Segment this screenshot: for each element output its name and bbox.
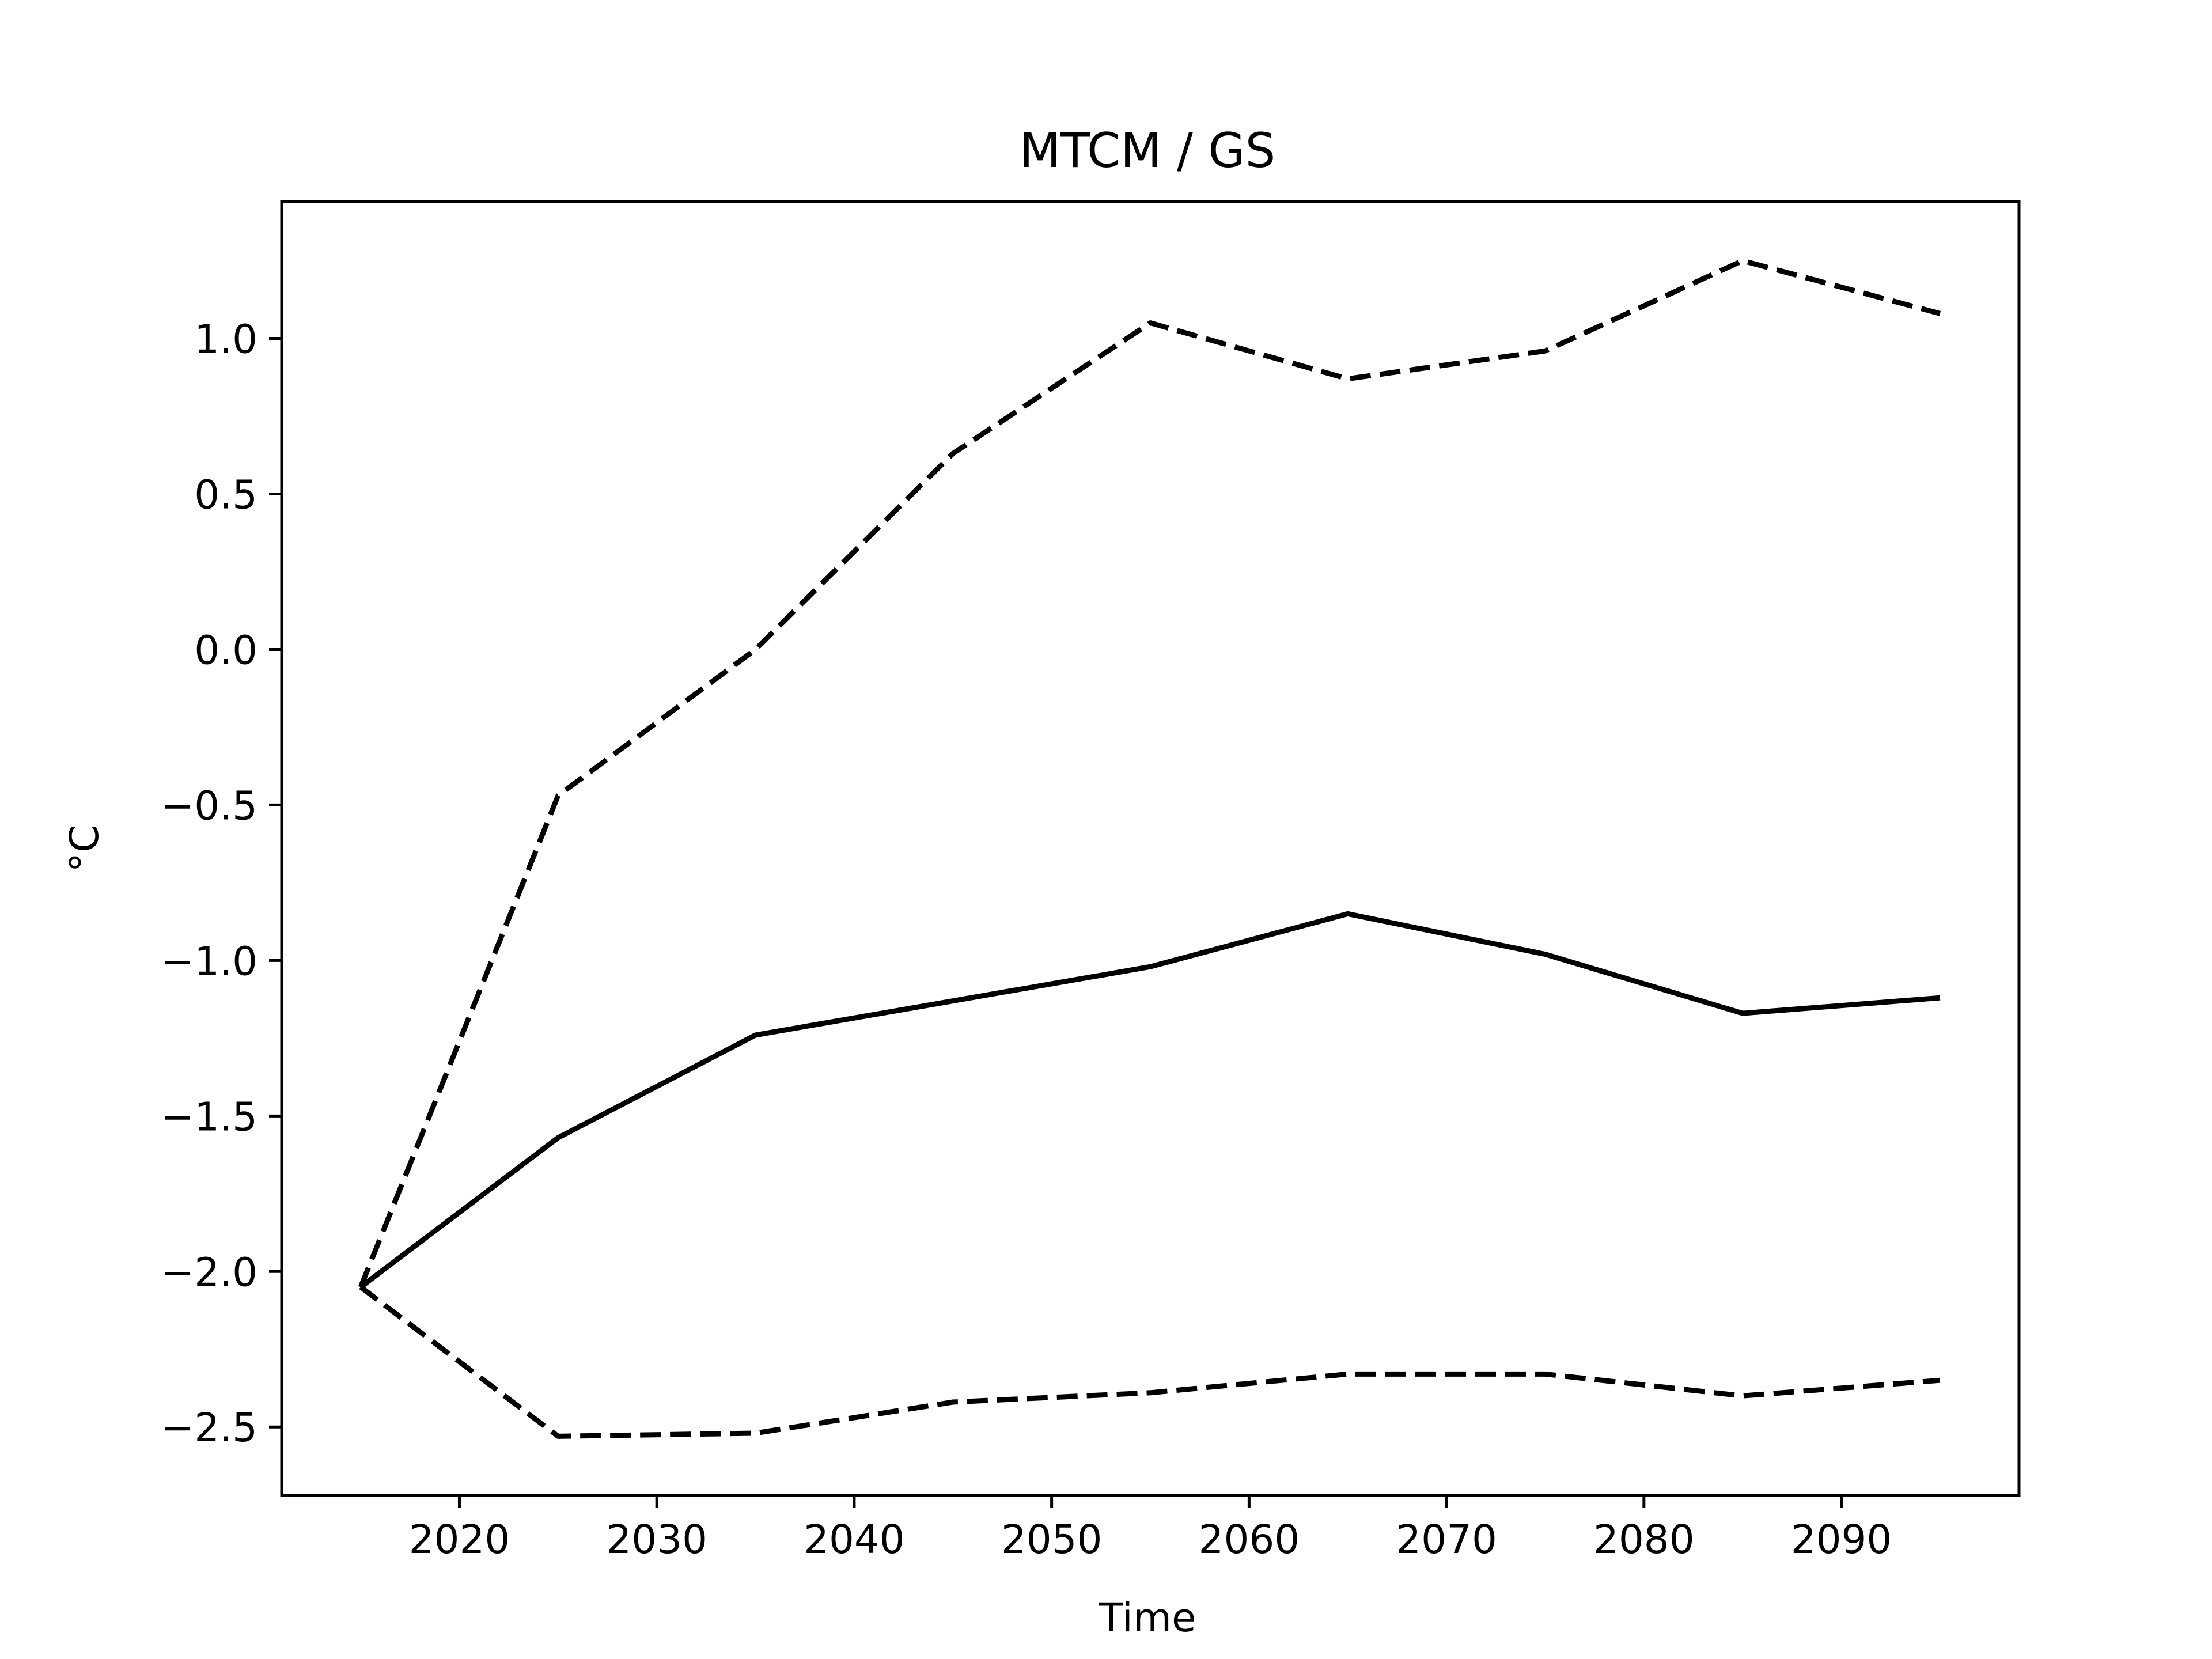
plot-content — [358, 258, 1941, 1439]
x-tick-label: 2070 — [1396, 1517, 1497, 1563]
x-tick-label: 2090 — [1791, 1517, 1892, 1563]
y-tick-label: −0.5 — [161, 783, 257, 829]
dashed-series-line-2 — [359, 1285, 1941, 1439]
y-tick-label: −2.5 — [161, 1405, 257, 1451]
solid-series-line-0 — [359, 911, 1941, 1289]
x-axis: 2020 2030 2040 2050 2060 2070 2080 2090 — [409, 1495, 1892, 1563]
y-tick-label: −1.5 — [161, 1094, 257, 1140]
y-tick-label: 1.0 — [194, 317, 257, 363]
y-tick-label: 0.5 — [194, 472, 257, 518]
y-axis-title: °C — [62, 825, 108, 873]
y-tick-label: −2.0 — [161, 1249, 257, 1296]
x-tick-label: 2050 — [1001, 1517, 1103, 1563]
x-tick-label: 2060 — [1199, 1517, 1300, 1563]
dashed-series-line-1 — [358, 258, 1941, 1288]
x-axis-title: Time — [1099, 1595, 1196, 1641]
y-axis: 1.0 0.5 0.0 −0.5 −1.0 −1.5 −2.0 −2.5 — [161, 317, 282, 1451]
chart-title: MTCM / GS — [1020, 123, 1276, 179]
plot-frame — [280, 200, 2021, 1497]
x-tick-label: 2080 — [1593, 1517, 1695, 1563]
x-tick-label: 2020 — [409, 1517, 510, 1563]
x-tick-label: 2040 — [804, 1517, 905, 1563]
x-tick-label: 2030 — [606, 1517, 707, 1563]
y-tick-label: 0.0 — [194, 627, 257, 673]
y-tick-label: −1.0 — [161, 938, 257, 984]
